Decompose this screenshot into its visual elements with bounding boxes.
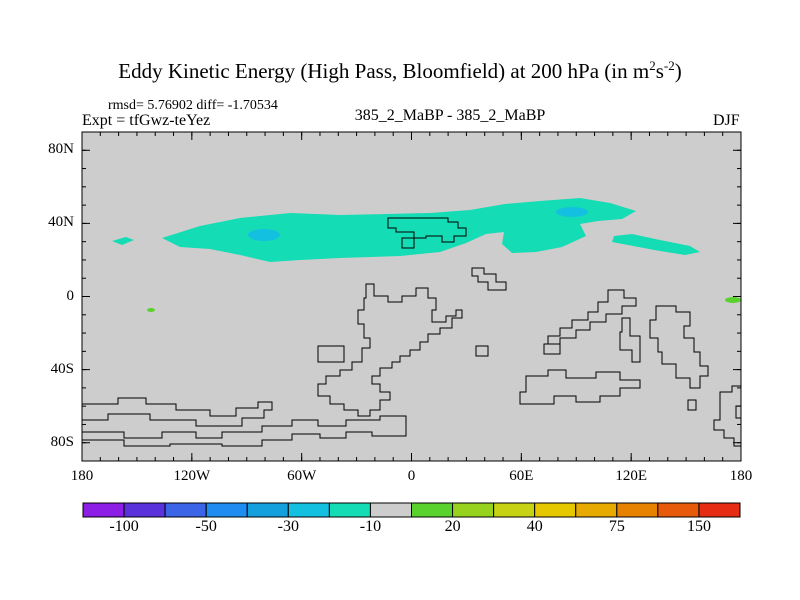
lat-tick-label: 0 bbox=[66, 287, 75, 304]
lon-tick-label: 120E bbox=[615, 468, 647, 484]
colorbar-swatch bbox=[246, 502, 289, 518]
continent-outline-10 bbox=[519, 369, 641, 405]
continent-outline-14 bbox=[713, 385, 742, 447]
colorbar-swatch bbox=[369, 502, 412, 518]
lon-tick-label: 180 bbox=[70, 468, 94, 484]
colorbar-label: -50 bbox=[195, 518, 217, 535]
colorbar-label: 150 bbox=[686, 518, 711, 535]
colorbar-swatch bbox=[452, 502, 495, 518]
asian-minimum bbox=[556, 207, 588, 217]
colorbar-swatch bbox=[205, 502, 248, 518]
eastern-pacific-positive bbox=[725, 297, 741, 303]
colorbar-swatch bbox=[287, 502, 330, 518]
colorbar-label: 40 bbox=[526, 518, 543, 535]
colorbar-swatch bbox=[575, 502, 618, 518]
pacific-minimum bbox=[248, 229, 280, 241]
lat-tick-label: 40S bbox=[50, 360, 74, 377]
colorbar-label: 75 bbox=[608, 518, 625, 535]
continent-outline-7 bbox=[547, 289, 637, 345]
lon-tick-label: 120W bbox=[173, 468, 211, 484]
chart-title: Eddy Kinetic Energy (High Pass, Bloomfie… bbox=[118, 58, 682, 83]
continent-outline-3 bbox=[317, 283, 463, 417]
continent-outline-13 bbox=[687, 399, 697, 411]
colorbar-swatch bbox=[328, 502, 371, 518]
continent-outline-5 bbox=[475, 345, 489, 357]
colorbar-swatch bbox=[164, 502, 207, 518]
colorbar-label: -10 bbox=[359, 518, 382, 535]
colorbar-label: -100 bbox=[109, 518, 139, 535]
continent-outline-11 bbox=[81, 397, 273, 427]
lat-tick-label: 80N bbox=[48, 141, 74, 158]
lat-tick-label: 80S bbox=[50, 433, 74, 450]
lon-tick-label: 180 bbox=[729, 468, 753, 484]
experiment-label: Expt = tfGwz-teYez bbox=[82, 112, 211, 129]
case-label: 385_2_MaBP - 385_2_MaBP bbox=[354, 107, 546, 124]
colorbar-swatch bbox=[411, 502, 454, 518]
lon-tick-label: 60W bbox=[287, 468, 317, 484]
tropical-pacific-speck bbox=[147, 308, 155, 312]
continent-outline-1 bbox=[401, 237, 415, 249]
lon-tick-label: 60E bbox=[509, 468, 534, 484]
lon-tick-label: 0 bbox=[407, 468, 416, 484]
season-label: DJF bbox=[713, 112, 740, 129]
colorbar-swatch bbox=[616, 502, 659, 518]
rmsd-diff-label: rmsd= 5.76902 diff= -1.70534 bbox=[108, 98, 278, 113]
nh-negative-band bbox=[112, 198, 700, 262]
colorbar-label: 20 bbox=[444, 518, 461, 535]
colorbar-swatch bbox=[657, 502, 700, 518]
continent-outline-12 bbox=[81, 415, 407, 447]
colorbar-swatch bbox=[534, 502, 577, 518]
continent-outline-8 bbox=[649, 305, 709, 389]
colorbar-swatch bbox=[698, 502, 741, 518]
continent-outline-0 bbox=[387, 217, 467, 243]
lat-tick-label: 40N bbox=[48, 214, 74, 231]
colorbar-label: -30 bbox=[277, 518, 299, 535]
continent-outline-9 bbox=[619, 317, 641, 363]
continent-outline-2 bbox=[471, 267, 507, 291]
colorbar-swatch bbox=[493, 502, 536, 518]
colorbar-swatch bbox=[123, 502, 166, 518]
colorbar-swatch bbox=[82, 502, 125, 518]
continent-outline-4 bbox=[317, 345, 345, 363]
